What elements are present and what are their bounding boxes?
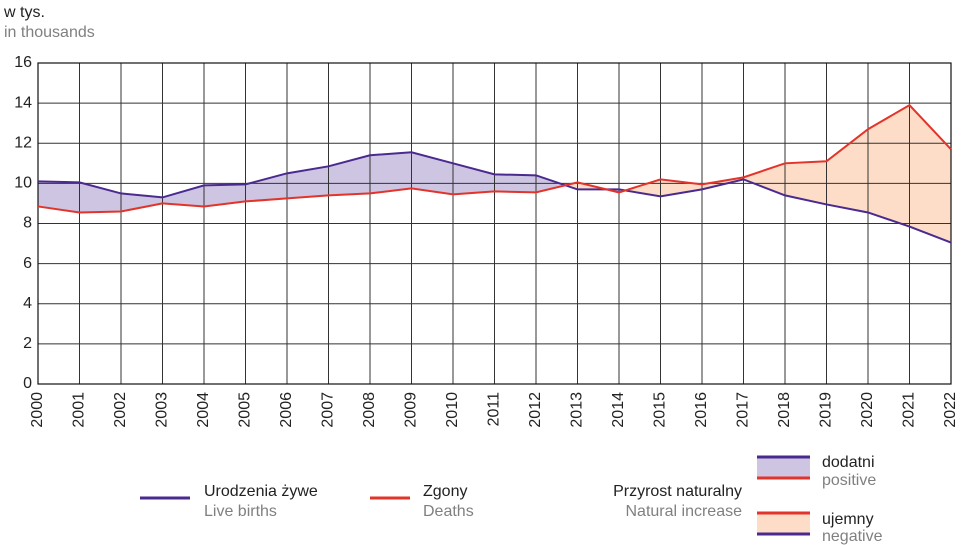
x-tick-label: 2005	[237, 392, 254, 428]
legend-swatch	[757, 456, 810, 478]
increase-area	[287, 166, 329, 199]
x-tick-label: 2018	[776, 392, 793, 428]
x-tick-label: 2022	[942, 392, 959, 428]
x-tick-label: 2014	[610, 392, 627, 428]
y-tick-label: 10	[14, 175, 32, 192]
y-label: w tys.	[3, 4, 45, 21]
x-tick-label: 2007	[320, 392, 337, 428]
y-tick-label: 16	[14, 54, 32, 71]
legend-label-en: positive	[822, 472, 876, 489]
legend-fill-title-en: Natural increase	[626, 503, 743, 520]
x-tick-label: 2012	[527, 392, 544, 428]
increase-area	[38, 181, 80, 213]
x-tick-label: 2021	[901, 392, 918, 428]
increase-area	[785, 161, 827, 205]
increase-area	[328, 155, 370, 196]
series-line	[37, 103, 952, 214]
y-tick-label: 8	[23, 215, 32, 232]
x-tick-label: 2011	[486, 392, 503, 427]
x-tick-label: 2009	[403, 392, 420, 428]
increase-area	[162, 185, 204, 207]
legend-swatch	[757, 512, 810, 534]
x-tick-label: 2015	[652, 392, 669, 428]
legend-label-en: Deaths	[423, 503, 474, 520]
x-tick-label: 2001	[71, 392, 88, 428]
increase-area	[79, 182, 121, 213]
increase-area	[245, 173, 287, 202]
x-tick-label: 2017	[735, 392, 752, 428]
y-tick-label: 0	[23, 375, 32, 392]
x-tick-label: 2019	[818, 392, 835, 428]
x-tick-label: 2002	[112, 392, 129, 428]
y-label-en: in thousands	[4, 24, 95, 41]
y-tick-label: 4	[23, 295, 32, 312]
legend-label: ujemny	[822, 511, 874, 528]
x-tick-label: 2000	[29, 392, 46, 428]
legend-fill-title: Przyrost naturalny	[613, 483, 742, 500]
legend-label-en: negative	[822, 528, 883, 545]
increase-area	[826, 129, 868, 213]
increase-area	[411, 152, 453, 195]
increase-area	[121, 193, 163, 212]
increase-area	[743, 163, 785, 196]
x-tick-label: 2004	[195, 392, 212, 428]
y-tick-label: 2	[23, 335, 32, 352]
plot-frame	[37, 62, 952, 385]
increase-area	[453, 163, 495, 195]
legend-label: dodatni	[822, 454, 875, 471]
x-tick-label: 2020	[859, 392, 876, 428]
y-tick-label: 6	[23, 255, 32, 272]
increase-area	[204, 184, 246, 207]
series-line	[37, 151, 952, 244]
increase-area	[868, 105, 910, 227]
x-tick-label: 2013	[569, 392, 586, 428]
increase-area	[370, 152, 412, 194]
x-tick-label: 2003	[154, 392, 171, 428]
y-tick-label: 12	[14, 134, 32, 151]
increase-area	[536, 175, 566, 193]
legend-label-en: Live births	[204, 503, 277, 520]
x-tick-label: 2008	[361, 392, 378, 428]
x-tick-label: 2016	[693, 392, 710, 428]
y-tick-label: 14	[14, 94, 32, 111]
x-tick-label: 2006	[278, 392, 295, 428]
legend-label: Zgony	[423, 483, 467, 500]
x-tick-label: 2010	[444, 392, 461, 428]
legend-label: Urodzenia żywe	[204, 483, 318, 500]
